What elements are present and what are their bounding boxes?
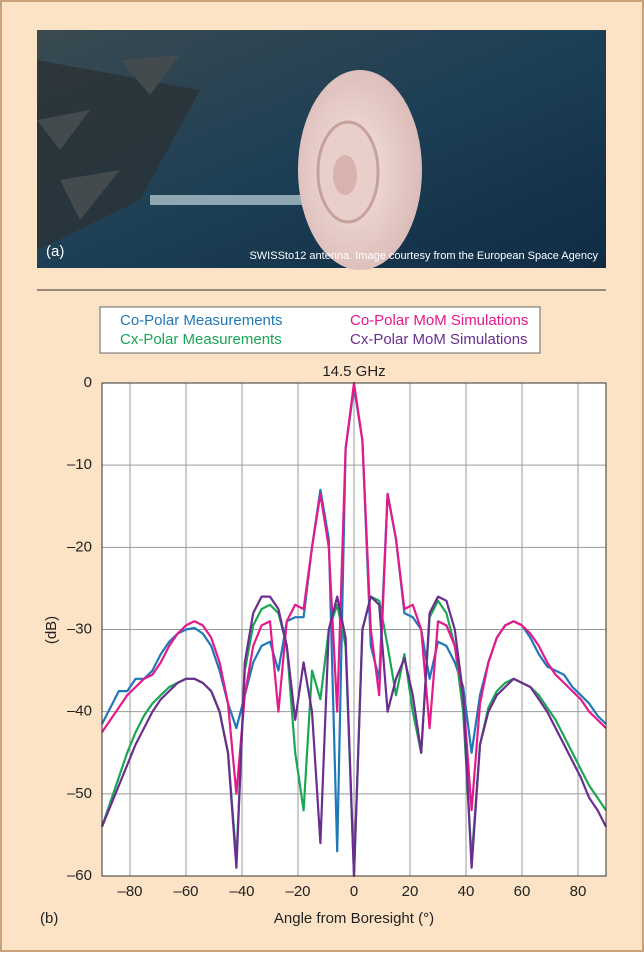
photo: (a) SWISSto12 antenna. Image courtesy fr… [37, 30, 606, 270]
legend-entry: Co-Polar MoM Simulations [350, 312, 528, 329]
x-tick-label: –60 [173, 883, 198, 900]
legend-entry: Co-Polar Measurements [120, 312, 283, 329]
figure: (a) SWISSto12 antenna. Image courtesy fr… [0, 0, 644, 952]
legend-entry: Cx-Polar Measurements [120, 331, 282, 348]
x-tick-label: –40 [229, 883, 254, 900]
x-tick-label: –80 [117, 883, 142, 900]
legend-entry: Cx-Polar MoM Simulations [350, 331, 528, 348]
x-tick-label: 20 [402, 883, 419, 900]
y-axis-label: (dB) [43, 616, 60, 644]
panel-label: (b) [40, 910, 58, 927]
y-tick-label: –50 [67, 785, 92, 802]
y-tick-label: –20 [67, 538, 92, 555]
x-tick-label: 40 [458, 883, 475, 900]
x-axis-label: Angle from Boresight (°) [274, 910, 434, 927]
y-tick-label: –10 [67, 456, 92, 473]
y-tick-label: –60 [67, 867, 92, 884]
x-tick-label: 80 [570, 883, 587, 900]
x-tick-label: –20 [285, 883, 310, 900]
y-tick-label: –40 [67, 703, 92, 720]
chart-title: 14.5 GHz [322, 363, 385, 380]
photo-caption: SWISSto12 antenna. Image courtesy from t… [249, 250, 598, 262]
photo-label: (a) [46, 243, 64, 260]
x-tick-label: 0 [350, 883, 358, 900]
y-tick-label: 0 [84, 374, 92, 391]
y-tick-label: –30 [67, 620, 92, 637]
x-tick-label: 60 [514, 883, 531, 900]
